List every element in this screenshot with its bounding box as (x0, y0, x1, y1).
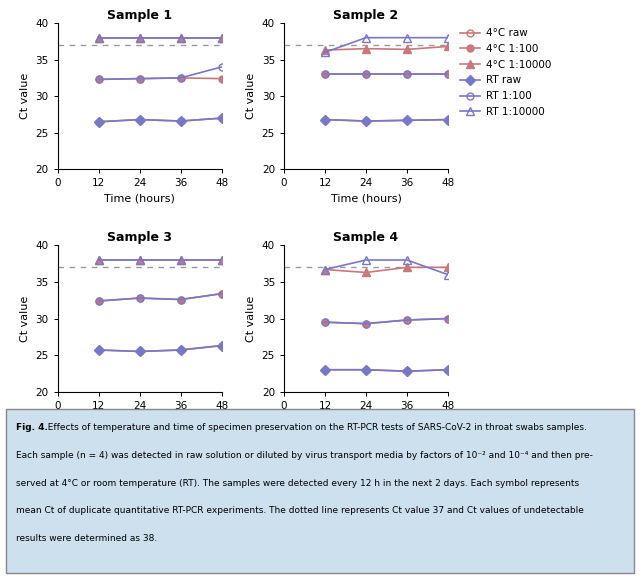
X-axis label: Time (hours): Time (hours) (330, 416, 401, 426)
Y-axis label: Ct value: Ct value (20, 295, 30, 342)
Title: Sample 3: Sample 3 (107, 231, 172, 244)
Title: Sample 2: Sample 2 (333, 9, 399, 22)
Text: results were determined as 38.: results were determined as 38. (16, 534, 157, 543)
Text: served at 4°C or room temperature (RT). The samples were detected every 12 h in : served at 4°C or room temperature (RT). … (16, 479, 579, 488)
Text: Effects of temperature and time of specimen preservation on the RT-PCR tests of : Effects of temperature and time of speci… (42, 423, 586, 433)
Y-axis label: Ct value: Ct value (20, 73, 30, 119)
X-axis label: Time (hours): Time (hours) (330, 194, 401, 204)
Y-axis label: Ct value: Ct value (246, 295, 256, 342)
Text: Each sample (n = 4) was detected in raw solution or diluted by virus transport m: Each sample (n = 4) was detected in raw … (16, 451, 593, 460)
X-axis label: Time (hours): Time (hours) (104, 194, 175, 204)
Legend: 4°C raw, 4°C 1:100, 4°C 1:10000, RT raw, RT 1:100, RT 1:10000: 4°C raw, 4°C 1:100, 4°C 1:10000, RT raw,… (460, 28, 551, 117)
Title: Sample 1: Sample 1 (107, 9, 172, 22)
Text: mean Ct of duplicate quantitative RT-PCR experiments. The dotted line represents: mean Ct of duplicate quantitative RT-PCR… (16, 506, 584, 516)
X-axis label: Time (hours): Time (hours) (104, 416, 175, 426)
Text: Fig. 4.: Fig. 4. (16, 423, 48, 433)
Y-axis label: Ct value: Ct value (246, 73, 256, 119)
Title: Sample 4: Sample 4 (333, 231, 399, 244)
